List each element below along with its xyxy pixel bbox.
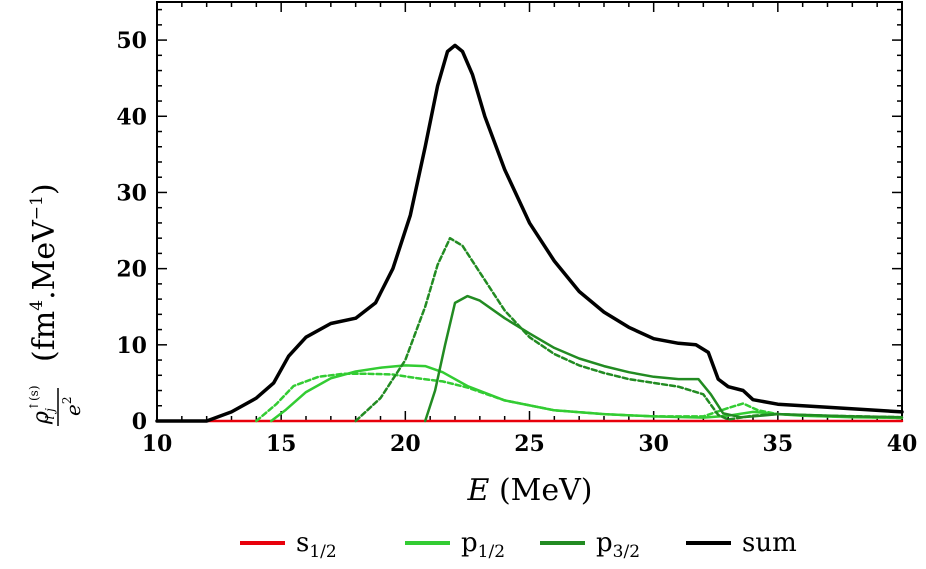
x-tick-label: 20 xyxy=(390,431,421,457)
legend-label-sum: sum xyxy=(742,528,797,558)
y-tick-label: 50 xyxy=(116,28,147,54)
y-tick-label: 40 xyxy=(116,104,147,130)
x-tick-label: 40 xyxy=(887,431,918,457)
series-p12-dashed xyxy=(255,372,904,423)
y-axis-numerator: ρ↑(s)l j xyxy=(27,385,57,425)
y-tick-label: 10 xyxy=(116,333,147,359)
x-axis-title: E (MeV) xyxy=(467,473,593,508)
series-lines xyxy=(155,43,904,423)
plot-frame xyxy=(156,1,903,422)
series-p32-dashed xyxy=(354,236,904,423)
y-tick-label: 30 xyxy=(116,180,147,206)
y-axis-fraction: ρ↑(s)l j e2 xyxy=(27,385,85,426)
x-tick-label: 10 xyxy=(142,431,173,457)
y-axis-denominator: e2 xyxy=(60,397,85,416)
y-tick-label: 0 xyxy=(132,409,147,435)
legend: s1/2 p1/2 p3/2 sum xyxy=(240,528,797,562)
x-tick-label: 15 xyxy=(266,431,297,457)
y-axis-title: (fm4.MeV−1) ρ↑(s)l j e2 xyxy=(27,183,85,426)
legend-label-p12: p1/2 xyxy=(461,528,505,562)
y-axis-unit: (fm4.MeV−1) xyxy=(27,183,62,362)
legend-label-s12: s1/2 xyxy=(296,528,337,562)
x-tick-label: 35 xyxy=(763,431,794,457)
legend-label-p32: p3/2 xyxy=(596,528,640,562)
x-tick-label: 30 xyxy=(638,431,669,457)
ticks xyxy=(156,2,903,422)
series-sum-solid xyxy=(155,43,904,423)
x-tick-label: 25 xyxy=(514,431,545,457)
series-p32-solid xyxy=(423,294,904,423)
y-tick-label: 20 xyxy=(116,257,147,283)
